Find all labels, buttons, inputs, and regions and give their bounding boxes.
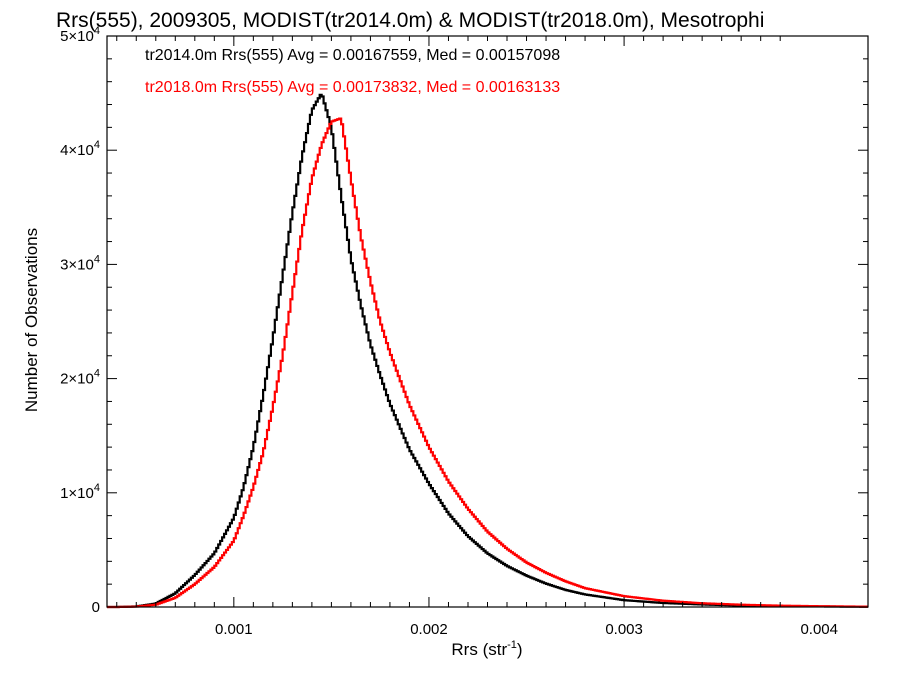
y-tick-label: 1×104 <box>60 482 100 502</box>
x-axis-label-close: ) <box>517 640 523 659</box>
x-axis-label-superscript: -1 <box>507 639 517 651</box>
x-tick-label: 0.004 <box>800 621 838 638</box>
y-tick-label: 4×104 <box>60 139 100 159</box>
y-tick-label-mantissa: 3×10 <box>60 256 94 273</box>
y-axis-label: Number of Observations <box>22 228 41 412</box>
y-tick-label-mantissa: 0 <box>92 599 100 616</box>
y-tick-label-exponent: 4 <box>94 253 100 265</box>
y-tick-label: 3×104 <box>60 253 100 273</box>
y-tick-label-mantissa: 2×10 <box>60 371 94 388</box>
y-tick-label-exponent: 4 <box>94 482 100 494</box>
x-tick-label: 0.002 <box>410 621 448 638</box>
y-tick-label-exponent: 4 <box>94 139 100 151</box>
y-tick-label-exponent: 4 <box>94 368 100 380</box>
chart-title: Rrs(555), 2009305, MODIST(tr2014.0m) & M… <box>56 9 764 32</box>
y-tick-label-exponent: 4 <box>94 25 100 37</box>
y-tick-label: 2×104 <box>60 368 100 388</box>
y-tick-label-mantissa: 1×10 <box>60 485 94 502</box>
y-tick-label-mantissa: 5×10 <box>60 28 94 45</box>
axis-ticks-group: 0.001 0.002 0.003 0.00401×1042×1043×1044×10… <box>60 25 868 638</box>
y-tick-label-mantissa: 4×10 <box>60 142 94 159</box>
x-axis-label: Rrs (str-1) <box>451 639 522 659</box>
legend-entry-series-1: tr2014.0m Rrs(555) Avg = 0.00167559, Med… <box>145 47 560 64</box>
x-tick-label: 0.001 <box>215 621 253 638</box>
x-tick-label: 0.003 <box>605 621 643 638</box>
x-axis-label-base: Rrs (str <box>451 640 507 659</box>
y-tick-label: 5×104 <box>60 25 100 45</box>
y-tick-label: 0 <box>92 599 100 616</box>
legend-entry-series-2: tr2018.0m Rrs(555) Avg = 0.00173832, Med… <box>145 79 560 96</box>
